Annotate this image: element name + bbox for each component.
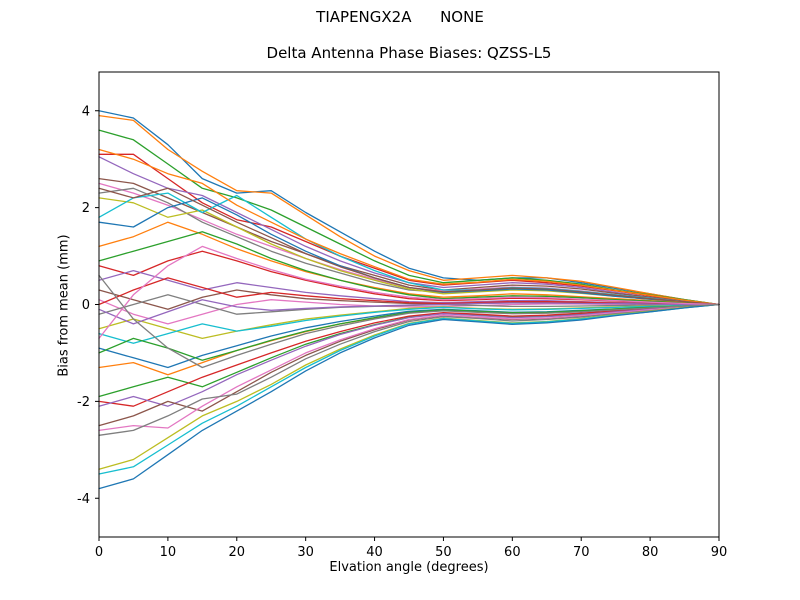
x-tick-label: 0: [95, 545, 103, 560]
series-line: [98, 303, 720, 475]
series-line: [98, 299, 720, 325]
series-line: [98, 153, 720, 306]
series-line: [98, 197, 720, 306]
x-tick-label: 60: [504, 545, 521, 560]
x-axis-label: Elvation angle (degrees): [329, 560, 489, 575]
x-tick-label: 90: [711, 545, 728, 560]
series-line: [98, 303, 720, 407]
axes-title: Delta Antenna Phase Biases: QZSS-L5: [266, 44, 552, 62]
series-line: [98, 303, 720, 432]
x-tick-label: 70: [573, 545, 590, 560]
y-tick-label: 2: [82, 201, 90, 216]
series-line: [98, 303, 720, 361]
x-tick-label: 80: [642, 545, 659, 560]
series-line: [98, 148, 720, 306]
series-line: [98, 303, 720, 490]
series-line: [98, 303, 720, 344]
series-line: [98, 114, 720, 306]
series-line: [98, 182, 720, 306]
y-tick-label: 4: [82, 104, 90, 119]
x-tick-label: 30: [297, 545, 314, 560]
series-line: [98, 299, 720, 325]
x-tick-label: 40: [366, 545, 383, 560]
series-line: [98, 303, 720, 470]
series-line: [98, 303, 720, 436]
series-line: [98, 245, 720, 340]
x-tick-label: 20: [229, 545, 246, 560]
x-tick-label: 50: [435, 545, 452, 560]
series-line: [98, 303, 720, 398]
y-tick-label: -2: [77, 395, 90, 410]
series-line: [98, 303, 720, 427]
series-line: [98, 231, 720, 306]
y-tick-label: 0: [82, 298, 90, 313]
series-line: [98, 274, 720, 369]
series-line: [98, 110, 720, 306]
series-line: [98, 221, 720, 306]
y-tick-label: -4: [77, 492, 90, 507]
series-line: [98, 303, 720, 407]
series-line: [98, 187, 720, 306]
figure-suptitle: TIAPENGX2A NONE: [316, 8, 484, 26]
series-line: [98, 129, 720, 306]
series-line: [98, 177, 720, 306]
x-tick-label: 10: [160, 545, 177, 560]
y-axis-label: Bias from mean (mm): [56, 234, 72, 377]
